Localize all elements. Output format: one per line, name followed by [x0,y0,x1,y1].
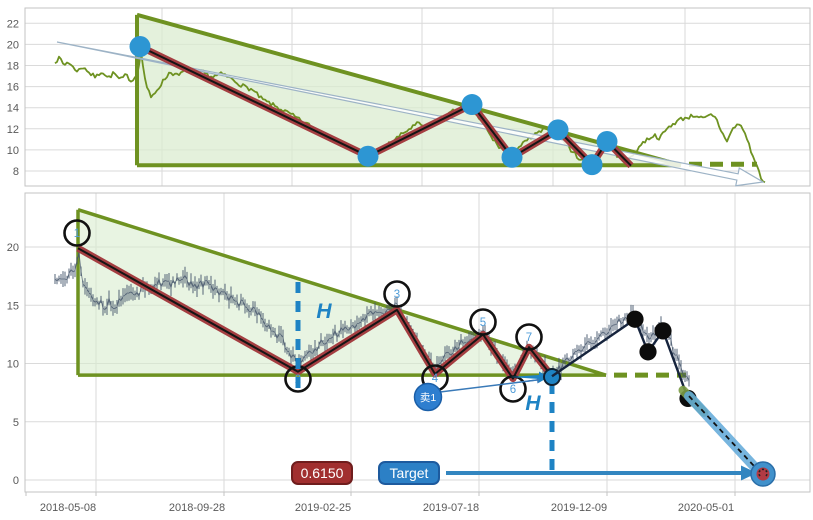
downtrend-arrow [56,41,765,187]
x-tick-label: 2019-02-25 [295,502,351,514]
price-line-dark [54,252,690,381]
y-tick-label: 0 [13,475,19,487]
projection-dot [626,310,644,328]
y-tick-label: 20 [7,39,19,51]
y-tick-label: 18 [7,61,19,73]
pivot-dot [581,154,603,176]
wave-number-7: 7 [526,332,532,344]
x-tick-label: 2020-05-01 [678,502,734,514]
y-tick-label: 10 [7,359,19,371]
triangle-upper-trendline [77,208,607,377]
pivot-dot [547,119,569,141]
y-tick-label: 14 [7,103,19,115]
wave-circle-6 [499,375,527,403]
pivot-dot [501,146,523,168]
price-line-green [54,50,766,184]
breakdown-arrow [510,371,549,383]
projection-dot [639,343,657,361]
wave-circle-5 [469,308,497,336]
measured-move-value-box[interactable]: 0.6150 [291,461,353,485]
x-tick-label: 2019-12-09 [551,502,607,514]
y-tick-label: 15 [7,300,19,312]
plot-frame [24,7,811,187]
wave-circle-3 [383,280,411,308]
sell-bubble-label: 卖1 [420,392,436,404]
wave-number-5: 5 [480,317,486,329]
pivot-dot [461,94,483,116]
y-tick-label: 22 [7,18,19,30]
wave-number-3: 3 [394,289,400,301]
wave-circle-1 [63,219,91,247]
plot-frame [24,192,811,493]
y-tick-label: 5 [13,417,19,429]
projection-dot [654,322,672,340]
x-tick-label: 2019-07-18 [423,502,479,514]
x-tick-label: 2018-09-28 [169,502,225,514]
sell-bubble [413,382,443,412]
y-tick-label: 10 [7,145,19,157]
h-label-1: H [316,300,332,323]
wave-number-1: 1 [74,228,80,240]
triangle-upper-trendline [136,12,682,168]
target-bullseye-dash [758,468,768,477]
wave-number-4: 4 [432,373,439,385]
wave-number-6: 6 [510,384,516,396]
y-tick-label: 20 [7,242,19,254]
pivot-dot [357,145,379,167]
y-tick-label: 16 [7,82,19,94]
upper-content [54,12,766,187]
target-arrowhead [727,465,757,481]
x-tick-label: 2018-05-08 [40,502,96,514]
target-button[interactable]: Target [378,461,440,485]
wave-circle-7 [515,323,543,351]
y-tick-label: 8 [13,166,19,178]
pivot-dot [596,130,618,152]
lower-content: 1234567HH卖1 [54,208,776,487]
zigzag-core [77,247,553,380]
y-tick-label: 12 [7,124,19,136]
h-label-2: H [525,392,541,415]
pivot-dot [129,36,151,58]
